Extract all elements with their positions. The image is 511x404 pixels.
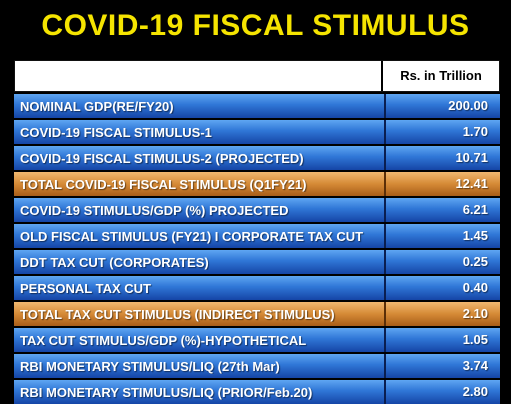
table-row: RBI MONETARY STIMULUS/LIQ (27th Mar) 3.74 bbox=[14, 354, 500, 378]
table-row: RBI MONETARY STIMULUS/LIQ (PRIOR/Feb.20)… bbox=[14, 380, 500, 404]
stimulus-table: Rs. in Trillion NOMINAL GDP(RE/FY20) 200.… bbox=[14, 60, 500, 404]
header-blank-cell bbox=[15, 61, 381, 91]
row-label: PERSONAL TAX CUT bbox=[20, 280, 151, 296]
row-value: 0.40 bbox=[384, 276, 500, 300]
table-row: NOMINAL GDP(RE/FY20) 200.00 bbox=[14, 94, 500, 118]
row-value: 10.71 bbox=[384, 146, 500, 170]
row-label: NOMINAL GDP(RE/FY20) bbox=[20, 98, 174, 114]
table-row: DDT TAX CUT (CORPORATES) 0.25 bbox=[14, 250, 500, 274]
row-label: DDT TAX CUT (CORPORATES) bbox=[20, 254, 209, 270]
table-row: PERSONAL TAX CUT 0.40 bbox=[14, 276, 500, 300]
table-row: TAX CUT STIMULUS/GDP (%)-HYPOTHETICAL 1.0… bbox=[14, 328, 500, 352]
row-value: 12.41 bbox=[384, 172, 500, 196]
unit-header: Rs. in Trillion bbox=[381, 61, 499, 91]
row-value: 200.00 bbox=[384, 94, 500, 118]
row-value: 2.80 bbox=[384, 380, 500, 404]
row-value: 6.21 bbox=[384, 198, 500, 222]
row-value: 2.10 bbox=[384, 302, 500, 326]
row-value: 0.25 bbox=[384, 250, 500, 274]
row-value: 3.74 bbox=[384, 354, 500, 378]
row-label: TAX CUT STIMULUS/GDP (%)-HYPOTHETICAL bbox=[20, 332, 307, 348]
table-row: COVID-19 FISCAL STIMULUS-1 1.70 bbox=[14, 120, 500, 144]
row-value: 1.05 bbox=[384, 328, 500, 352]
table-row: TOTAL TAX CUT STIMULUS (INDIRECT STIMULU… bbox=[14, 302, 500, 326]
table-row: TOTAL COVID-19 FISCAL STIMULUS (Q1FY21) 1… bbox=[14, 172, 500, 196]
page-title: COVID-19 FISCAL STIMULUS bbox=[41, 9, 470, 42]
row-label: COVID-19 FISCAL STIMULUS-1 bbox=[20, 124, 212, 140]
row-label: COVID-19 FISCAL STIMULUS-2 (PROJECTED) bbox=[20, 150, 304, 166]
row-label: COVID-19 STIMULUS/GDP (%) PROJECTED bbox=[20, 202, 289, 218]
row-label: TOTAL COVID-19 FISCAL STIMULUS (Q1FY21) bbox=[20, 176, 307, 192]
row-value: 1.70 bbox=[384, 120, 500, 144]
row-label: TOTAL TAX CUT STIMULUS (INDIRECT STIMULU… bbox=[20, 306, 335, 322]
table-header: Rs. in Trillion bbox=[14, 60, 500, 92]
row-label: RBI MONETARY STIMULUS/LIQ (PRIOR/Feb.20) bbox=[20, 384, 313, 400]
row-value: 1.45 bbox=[384, 224, 500, 248]
table-row: OLD FISCAL STIMULUS (FY21) I CORPORATE T… bbox=[14, 224, 500, 248]
table-row: COVID-19 FISCAL STIMULUS-2 (PROJECTED) 10… bbox=[14, 146, 500, 170]
table-row: COVID-19 STIMULUS/GDP (%) PROJECTED 6.21 bbox=[14, 198, 500, 222]
table-body: NOMINAL GDP(RE/FY20) 200.00 COVID-19 FISCA… bbox=[14, 94, 500, 404]
row-label: OLD FISCAL STIMULUS (FY21) I CORPORATE T… bbox=[20, 228, 364, 244]
row-label: RBI MONETARY STIMULUS/LIQ (27th Mar) bbox=[20, 358, 280, 374]
